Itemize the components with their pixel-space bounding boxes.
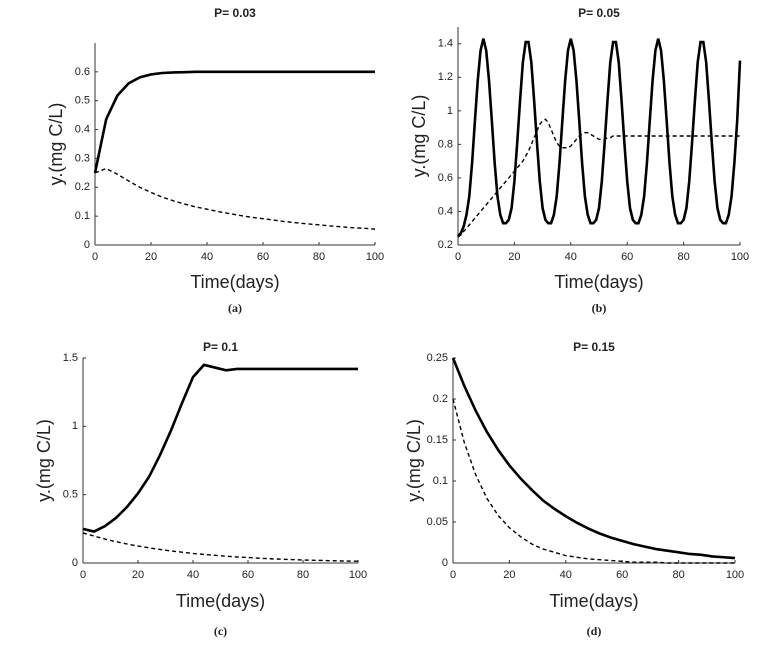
data-line (93, 70, 375, 174)
x-tick-label: 20 (503, 569, 515, 581)
data-line (451, 357, 736, 560)
x-tick-label: 60 (257, 251, 269, 263)
x-tick-label: 40 (560, 569, 572, 581)
data-line (94, 167, 376, 230)
y-tick-label: 0.05 (427, 516, 448, 528)
caption: (d) (587, 624, 602, 638)
y-tick-label: 0.5 (63, 489, 78, 501)
x-tick-label: 80 (297, 569, 309, 581)
y-tick-label: 1.2 (438, 71, 453, 83)
x-axis-label: Time(days) (554, 272, 643, 292)
x-axis-label: Time(days) (190, 272, 279, 292)
y-tick-label: 0 (442, 557, 448, 569)
y-tick-label: 0.3 (75, 152, 90, 164)
y-tick-label: 0.25 (427, 352, 448, 364)
y-tick-label: 0.4 (75, 123, 90, 135)
caption: (a) (228, 301, 242, 315)
x-tick-label: 100 (366, 251, 384, 263)
caption: (c) (214, 624, 227, 638)
y-tick-label: 1 (447, 105, 453, 117)
y-tick-label: 0.1 (433, 475, 448, 487)
x-tick-label: 100 (731, 251, 749, 263)
x-tick-label: 80 (672, 569, 684, 581)
chart-title: P= 0.1 (203, 340, 238, 354)
y-axis-label: y.(mg C/L) (409, 95, 429, 178)
panel: P= 0.05 0.2 0.4 0.6 0.8 1 1.2 1.4 0 20 40 60 80 100 Ti… (409, 6, 749, 315)
y-axis-label: y.(mg C/L) (404, 419, 424, 502)
x-tick-label: 0 (450, 569, 456, 581)
data-line (82, 363, 358, 533)
y-tick-label: 0.8 (438, 138, 453, 150)
x-tick-label: 100 (349, 569, 367, 581)
data-line (452, 398, 735, 564)
y-tick-label: 1.4 (438, 38, 453, 50)
x-tick-label: 0 (80, 569, 86, 581)
x-tick-label: 40 (565, 251, 577, 263)
x-tick-label: 20 (132, 569, 144, 581)
y-tick-label: 0.2 (438, 239, 453, 251)
x-tick-label: 20 (145, 251, 157, 263)
y-tick-label: 0.4 (438, 205, 453, 217)
data-line (457, 118, 740, 238)
panel: P= 0.15 0 0.05 0.1 0.15 0.2 0.25 0 20 40 60 80 100 Ti… (404, 340, 744, 638)
chart-title: P= 0.15 (573, 340, 615, 354)
x-tick-label: 20 (508, 251, 520, 263)
y-tick-label: 0.5 (75, 95, 90, 107)
y-tick-label: 0.6 (75, 66, 90, 78)
y-tick-label: 0 (84, 239, 90, 251)
x-tick-label: 60 (616, 569, 628, 581)
chart-title: P= 0.03 (214, 6, 256, 20)
x-tick-label: 40 (201, 251, 213, 263)
x-tick-label: 60 (242, 569, 254, 581)
y-axis-label: y.(mg C/L) (46, 103, 66, 186)
panel: P= 0.03 0 0.1 0.2 0.3 0.4 0.5 0.6 0 20 40 60 80 100 Ti… (46, 6, 384, 315)
y-tick-label: 0.6 (438, 172, 453, 184)
y-tick-label: 0.1 (75, 210, 90, 222)
x-tick-label: 60 (621, 251, 633, 263)
y-tick-label: 0.2 (433, 393, 448, 405)
y-tick-label: 0.2 (75, 181, 90, 193)
y-tick-label: 1 (72, 420, 78, 432)
panel: P= 0.1 0 0.5 1 1.5 0 20 40 60 80 100 Time(days) y.(m… (34, 340, 367, 638)
data-line (82, 532, 359, 562)
y-tick-label: 0 (72, 557, 78, 569)
x-tick-label: 80 (677, 251, 689, 263)
y-tick-label: 1.5 (63, 352, 78, 364)
caption: (b) (592, 301, 607, 315)
chart-title: P= 0.05 (578, 6, 620, 20)
x-tick-label: 0 (92, 251, 98, 263)
y-tick-label: 0.15 (427, 434, 448, 446)
x-tick-label: 80 (313, 251, 325, 263)
x-tick-label: 0 (455, 251, 461, 263)
x-axis-label: Time(days) (176, 591, 265, 611)
x-tick-label: 40 (187, 569, 199, 581)
y-axis-label: y.(mg C/L) (34, 419, 54, 502)
x-axis-label: Time(days) (549, 591, 638, 611)
x-tick-label: 100 (726, 569, 744, 581)
data-line (457, 38, 742, 238)
